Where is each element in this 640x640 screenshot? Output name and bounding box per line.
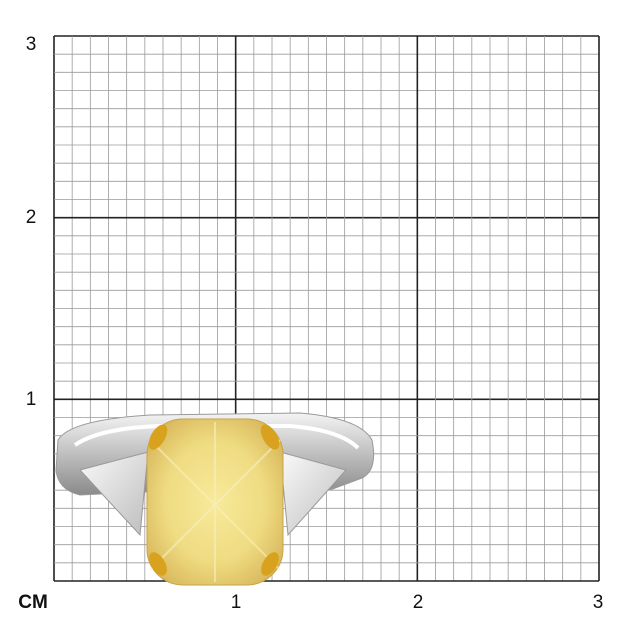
ring-image: [55, 412, 375, 586]
y-label-3: 3: [25, 34, 37, 55]
y-label-1: 1: [25, 389, 37, 410]
side-stone-left: [79, 451, 149, 537]
side-stone-right: [279, 451, 347, 537]
x-label-2: 2: [412, 592, 424, 613]
prongs: [148, 424, 280, 576]
x-label-3: 3: [592, 592, 604, 613]
x-label-1: 1: [230, 592, 242, 613]
y-label-2: 2: [25, 207, 37, 228]
unit-label: CM: [18, 592, 48, 613]
